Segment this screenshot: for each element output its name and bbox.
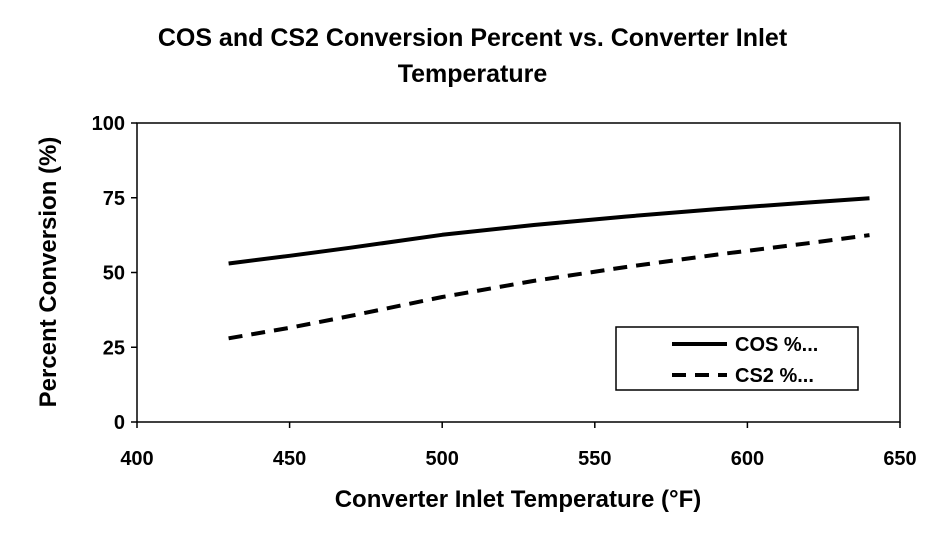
y-tick-label: 50 [103, 263, 125, 285]
y-tick-label: 100 [92, 113, 125, 135]
legend-label-cs2: CS2 %... [735, 365, 814, 387]
y-tick-label: 25 [103, 337, 125, 359]
legend: COS %... CS2 %... [615, 326, 859, 391]
series-line-cs2 [228, 233, 870, 341]
y-tick-label: 0 [114, 412, 125, 434]
x-axis-ticks: 400 450 500 550 600 650 [120, 422, 917, 470]
y-tick-label: 75 [103, 188, 125, 210]
chart-title-line-1: COS and CS2 Conversion Percent vs. Conve… [157, 24, 788, 52]
x-tick-label: 400 [120, 448, 153, 470]
chart-title-line-2: Temperature [397, 60, 548, 88]
x-tick-label: 550 [578, 448, 611, 470]
x-axis-label: Converter Inlet Temperature (°F) [335, 486, 702, 513]
x-tick-label: 500 [426, 448, 459, 470]
y-axis-label: Percent Conversion (%) [35, 137, 62, 408]
series-line-cos [228, 196, 870, 266]
legend-label-cos: COS %... [735, 334, 818, 356]
series-group [228, 196, 870, 341]
chart-title: COS and CS2 Conversion Percent vs. Conve… [0, 20, 945, 92]
x-tick-label: 650 [883, 448, 916, 470]
y-axis-ticks: 0 25 50 75 100 [92, 113, 137, 434]
x-tick-label: 450 [273, 448, 306, 470]
legend-box [615, 326, 859, 391]
x-tick-label: 600 [731, 448, 764, 470]
